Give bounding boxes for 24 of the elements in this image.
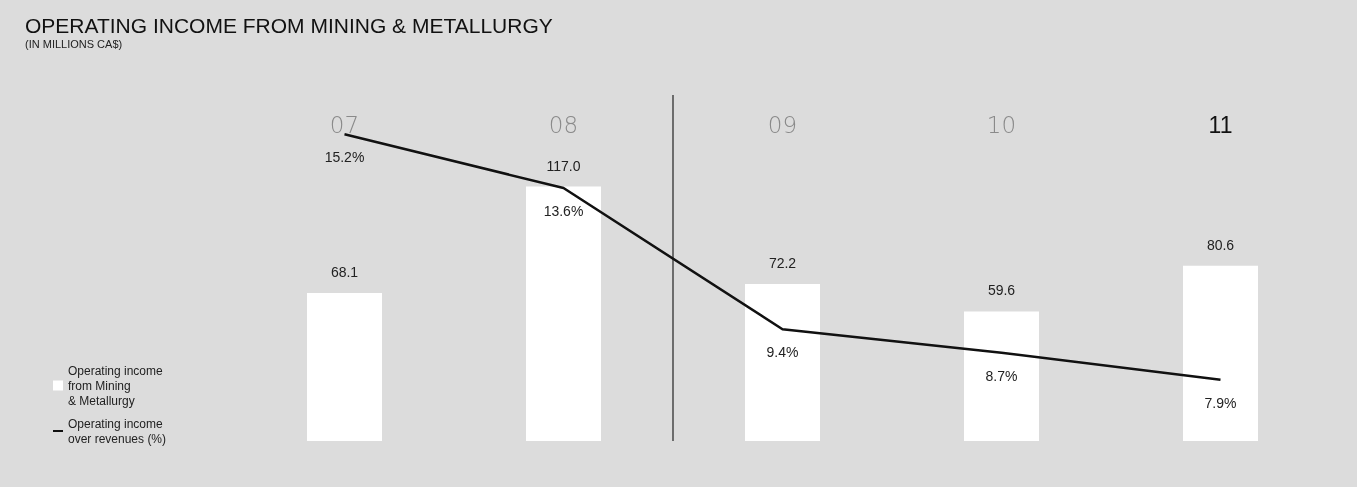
data-label: 9.4% [766,344,799,361]
bar [964,311,1039,441]
data-label: 72.2 [768,255,797,271]
x-tick-label: 10 [986,111,1017,138]
data-label: 117.0 [546,157,581,174]
data-label: 7.9% [1204,394,1237,411]
chart-title: OPERATING INCOME FROM MINING & METALLURGY [25,14,553,37]
data-label: 8.7% [985,367,1018,384]
data-label: 59.6 [987,282,1016,299]
text: (IN MILLIONS CA$) [25,37,123,50]
bar [307,292,382,441]
bar [526,186,601,441]
x-tick-label: 09 [767,111,798,138]
x-tick-label: 07 [329,111,360,138]
x-tick-label: 08 [548,111,579,138]
data-label: 15.2% [324,149,365,166]
bar [745,284,820,441]
x-tick-label: 11 [1208,111,1233,138]
data-label: 68.1 [330,263,359,280]
legend-label: Operating income over revenues (%) [68,416,167,446]
legend-label: Operating income from Mining & Metallurgy [68,363,164,408]
data-label: 80.6 [1206,236,1235,253]
data-label: 13.6% [543,203,584,220]
bar [1183,265,1258,441]
